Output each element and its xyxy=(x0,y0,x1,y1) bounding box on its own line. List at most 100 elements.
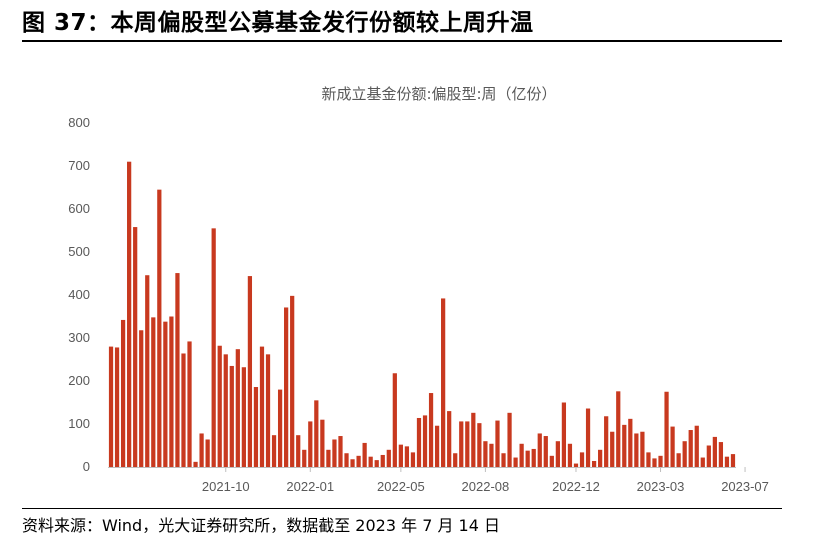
bar xyxy=(145,275,150,467)
bar xyxy=(718,442,724,467)
y-tick-label: 400 xyxy=(68,287,90,302)
bar xyxy=(410,452,416,467)
y-tick-label: 500 xyxy=(68,244,90,259)
bar xyxy=(549,455,554,467)
bar xyxy=(658,455,663,467)
bar xyxy=(591,460,597,467)
bar xyxy=(265,354,271,467)
source-rule xyxy=(22,508,782,509)
bar xyxy=(561,402,567,467)
bar xyxy=(229,365,234,467)
bar xyxy=(350,459,355,467)
bar xyxy=(622,424,627,467)
bar xyxy=(477,423,482,467)
figure-title: 图 37：本周偏股型公募基金发行份额较上周升温 xyxy=(22,10,534,36)
bar xyxy=(290,295,295,467)
bar xyxy=(501,453,506,467)
bar xyxy=(259,346,265,467)
bar xyxy=(235,349,240,467)
bar xyxy=(205,439,210,467)
bar xyxy=(694,425,699,467)
bar xyxy=(120,319,126,467)
source-note: 资料来源：Wind，光大证券研究所，数据截至 2023 年 7 月 14 日 xyxy=(22,516,500,535)
bar xyxy=(567,443,573,467)
bar xyxy=(495,420,500,467)
bar xyxy=(688,430,693,467)
bar xyxy=(187,341,192,467)
bar xyxy=(253,387,259,467)
title-rule xyxy=(22,40,782,42)
bar xyxy=(386,449,391,467)
bar xyxy=(151,317,156,467)
bar xyxy=(434,425,440,467)
bar xyxy=(537,433,542,467)
bar xyxy=(555,441,560,467)
bar xyxy=(573,463,579,467)
bar xyxy=(175,273,180,467)
bar xyxy=(163,321,168,467)
bar xyxy=(314,400,319,467)
bar xyxy=(296,435,301,467)
bar xyxy=(447,411,452,467)
y-tick-label: 800 xyxy=(68,115,90,130)
bar xyxy=(344,453,349,467)
y-tick-label: 300 xyxy=(68,330,90,345)
bar xyxy=(374,460,379,467)
bar xyxy=(332,439,337,467)
bar xyxy=(519,443,524,467)
x-tick-label: 2023-03 xyxy=(637,479,685,494)
bar xyxy=(531,448,536,467)
bar xyxy=(453,453,458,467)
bar xyxy=(127,161,132,467)
bar xyxy=(604,416,609,467)
bar xyxy=(676,453,681,467)
bar xyxy=(199,433,204,467)
bar xyxy=(724,456,730,467)
bar xyxy=(181,353,186,467)
bar xyxy=(302,449,307,467)
bar xyxy=(670,426,675,467)
y-tick-label: 200 xyxy=(68,373,90,388)
bar xyxy=(157,189,162,467)
y-axis: 0 100 200 300 400 500 600 700 800 xyxy=(68,115,90,474)
bar xyxy=(652,458,657,467)
x-tick-label: 2022-05 xyxy=(377,479,425,494)
bar xyxy=(579,452,585,467)
bar xyxy=(543,436,548,467)
bar xyxy=(139,330,144,467)
bar xyxy=(223,354,228,467)
y-tick-label: 0 xyxy=(83,459,90,474)
bar xyxy=(640,431,645,467)
bar xyxy=(271,435,277,467)
bar xyxy=(217,345,222,467)
bar xyxy=(428,393,434,467)
bar xyxy=(712,436,717,467)
y-tick-label: 600 xyxy=(68,201,90,216)
bar xyxy=(706,445,711,467)
bar xyxy=(284,307,289,467)
bar-chart: 新成立基金份额:偏股型:周（亿份） 0 100 200 300 400 500 600 700… xyxy=(68,85,769,494)
bar xyxy=(483,441,488,467)
bar xyxy=(441,298,446,467)
bar xyxy=(356,455,361,467)
bar xyxy=(114,347,120,467)
bar xyxy=(404,446,410,467)
x-tick-label: 2022-01 xyxy=(286,479,334,494)
bar xyxy=(308,421,313,467)
bar xyxy=(320,419,325,467)
x-tick-label: 2023-07 xyxy=(721,479,769,494)
bars xyxy=(108,161,736,467)
bar xyxy=(368,456,373,467)
bar xyxy=(326,449,331,467)
bar xyxy=(133,227,138,467)
bar xyxy=(682,441,687,467)
bar xyxy=(646,452,651,467)
bar xyxy=(471,412,476,467)
bar xyxy=(398,444,403,467)
x-axis: 2021-10 2022-01 2022-05 2022-08 2022-12 2023-… xyxy=(108,467,769,494)
bar xyxy=(664,391,669,467)
bar xyxy=(422,415,428,467)
bar xyxy=(465,421,470,467)
y-tick-label: 700 xyxy=(68,158,90,173)
bar xyxy=(616,391,621,467)
